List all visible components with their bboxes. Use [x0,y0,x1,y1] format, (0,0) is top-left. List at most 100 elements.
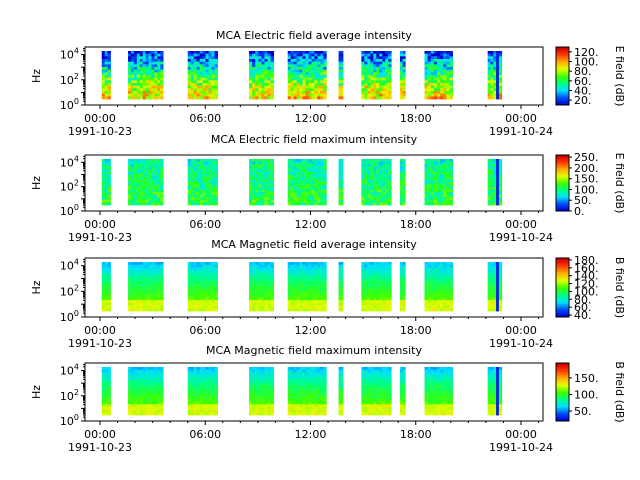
heatmap-cell [376,93,380,97]
heatmap-cell [440,75,444,79]
heatmap-cell [385,308,389,312]
heatmap-cell [433,75,438,79]
heatmap-cell [107,308,111,312]
heatmap-cell [261,61,265,65]
heatmap-cell [490,302,494,306]
heatmap-cell [290,396,295,400]
heatmap-cell [205,67,209,71]
heatmap-cell [104,262,108,266]
heatmap-cell [302,199,306,203]
heatmap-cell [440,174,444,178]
heatmap-cell [139,182,144,185]
heatmap-cell [261,93,265,97]
heatmap-cell [361,179,365,183]
heatmap-cell [490,64,494,68]
heatmap-cell [311,297,315,301]
heatmap-cell [388,281,392,285]
heatmap-cell [385,286,389,290]
heatmap-cell [196,275,201,279]
heatmap-cell [427,305,432,309]
heatmap-cell [252,179,256,183]
heatmap-cell [128,278,132,282]
heatmap-cell [382,61,386,65]
heatmap-cell [302,278,306,282]
heatmap-cell [187,96,192,100]
heatmap-cell [449,182,453,185]
heatmap-cell [270,407,275,411]
heatmap-cell [148,197,152,201]
heatmap-cell [139,286,144,290]
heatmap-cell [196,174,201,178]
heatmap-cell [160,297,164,301]
heatmap-cell [320,164,324,168]
heatmap-cell [154,202,158,206]
heatmap-cell [496,56,500,60]
heatmap-cell [258,262,262,266]
heatmap-cell [160,176,164,180]
heatmap-cell [160,278,164,282]
colorbar-segment [556,286,569,288]
heatmap-cell [323,67,327,71]
heatmap-cell [193,184,198,188]
heatmap-cell [202,91,206,95]
heatmap-cell [252,202,256,206]
heatmap-cell [261,166,265,170]
heatmap-cell [199,383,204,387]
heatmap-cell [255,164,259,168]
heatmap-cell [202,56,206,60]
heatmap-cell [255,169,259,173]
heatmap-cell [399,159,403,162]
heatmap-cell [376,197,380,201]
heatmap-cell [402,91,406,95]
heatmap-cell [490,72,494,76]
heatmap-cell [267,302,271,306]
heatmap-cell [430,171,435,175]
heatmap-cell [433,83,438,87]
heatmap-cell [255,69,259,73]
heatmap-cell [364,202,368,206]
heatmap-cell [196,77,201,81]
heatmap-cell [133,184,138,188]
heatmap-cell [205,377,209,381]
heatmap-cell [151,192,155,196]
heatmap-cell [296,69,300,73]
colorbar-segment [556,167,569,170]
heatmap-cell [308,267,312,271]
heatmap-cell [496,77,500,81]
heatmap-cell [290,294,295,298]
heatmap-cell [104,83,108,87]
heatmap-cell [440,291,444,296]
heatmap-cell [320,305,324,309]
heatmap-cell [261,194,265,198]
heatmap-cell [267,283,271,287]
heatmap-cell [142,401,146,405]
colorbar-segment [556,268,569,271]
heatmap-cell [261,264,265,268]
heatmap-cell [190,53,195,57]
panel-title: MCA Magnetic field average intensity [211,238,417,251]
heatmap-cell [323,291,327,296]
heatmap-cell [493,291,497,296]
colorbar-tick-label: 140. [574,270,599,283]
heatmap-cell [202,305,206,309]
heatmap-cell [148,393,152,397]
heatmap-cell [427,289,432,293]
heatmap-cell [373,297,377,301]
heatmap-cell [139,93,144,97]
heatmap-cell [267,383,271,387]
heatmap-cell [187,393,192,397]
heatmap-cell [314,59,318,63]
heatmap-cell [258,169,262,173]
heatmap-cell [139,275,144,279]
heatmap-cell [296,182,300,185]
heatmap-cell [424,179,429,183]
heatmap-cell [376,88,380,92]
heatmap-cell [290,412,295,416]
heatmap-cell [373,176,377,180]
heatmap-cell [498,294,503,298]
heatmap-cell [139,264,144,268]
heatmap-cell [130,297,135,301]
heatmap-cell [367,67,371,71]
heatmap-cell [320,302,324,306]
heatmap-cell [104,85,108,89]
